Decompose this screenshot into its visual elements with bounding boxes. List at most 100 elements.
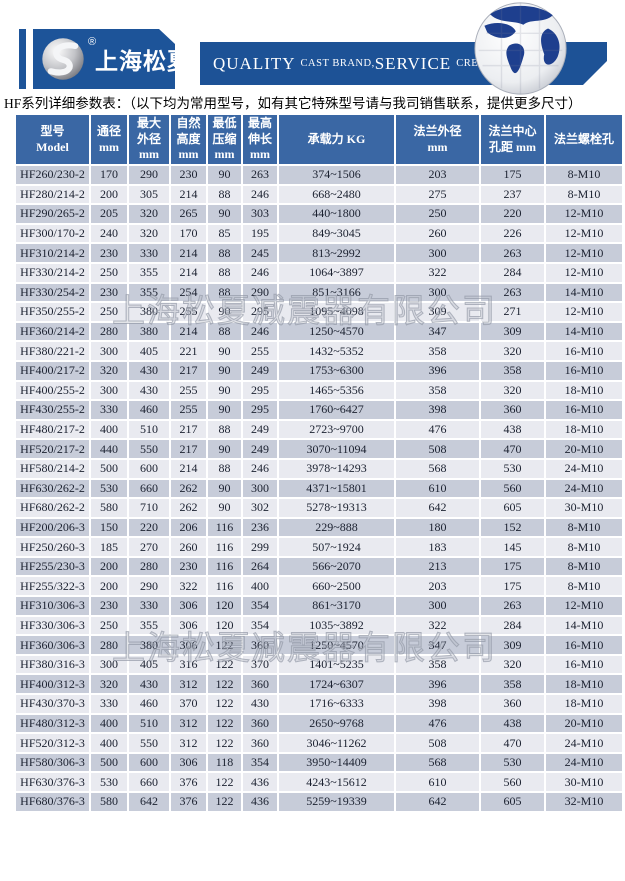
table-cell: 12-M10 xyxy=(544,222,624,245)
table-cell: 4243~15612 xyxy=(277,771,396,793)
table-cell: 440~1800 xyxy=(277,203,396,225)
column-header: 通径 mm xyxy=(89,113,129,166)
table-cell: 396 xyxy=(394,673,481,696)
table-cell: 3978~14293 xyxy=(277,457,396,480)
table-cell: 400 xyxy=(89,712,129,735)
table-cell: 400 xyxy=(241,575,279,598)
table-cell: HF630/376-3 xyxy=(14,771,91,793)
table-cell: HF430/255-2 xyxy=(14,399,91,421)
table-cell: 8-M10 xyxy=(544,516,624,539)
table-cell: 8-M10 xyxy=(544,575,624,598)
table-cell: 270 xyxy=(127,536,171,558)
column-header: 法兰外径 mm xyxy=(394,113,481,166)
table-cell: 1064~3897 xyxy=(277,261,396,284)
table-cell: HF680/376-3 xyxy=(14,791,91,813)
table-cell: 355 xyxy=(127,261,171,284)
table-cell: 600 xyxy=(127,751,171,774)
table-cell: 330 xyxy=(127,242,171,264)
table-cell: 295 xyxy=(241,379,279,402)
table-cell: 220 xyxy=(127,516,171,539)
table-cell: 226 xyxy=(479,222,546,245)
table-cell: HF350/255-2 xyxy=(14,301,91,323)
table-cell: HF380/221-2 xyxy=(14,340,91,362)
table-cell: 320 xyxy=(89,673,129,696)
table-body: HF260/230-2 170 290 230 90 263 374~1506 203 175 8… xyxy=(14,164,624,813)
table-cell: 4371~15801 xyxy=(277,477,396,500)
table-row: HF630/376-3 530 660 376 122 436 4243~15612 610 5… xyxy=(14,771,624,793)
table-cell: 246 xyxy=(241,320,279,343)
table-cell: 312 xyxy=(169,712,208,735)
table-row: HF290/265-2 205 320 265 90 303 440~1800 250 220 1… xyxy=(14,203,624,225)
table-cell: 610 xyxy=(394,771,481,793)
table-cell: 214 xyxy=(169,457,208,480)
table-cell: 660 xyxy=(127,771,171,793)
table-cell: 214 xyxy=(169,183,208,206)
table-row: HF680/376-3 580 642 376 122 436 5259~19339 642 6… xyxy=(14,791,624,813)
table-row: HF580/306-3 500 600 306 118 354 3950~14409 568 5… xyxy=(14,751,624,774)
table-cell: 668~2480 xyxy=(277,183,396,206)
table-cell: 320 xyxy=(479,340,546,362)
table-cell: 436 xyxy=(241,791,279,813)
table-cell: 122 xyxy=(206,732,243,754)
table-cell: 32-M10 xyxy=(544,791,624,813)
table-cell: 660~2500 xyxy=(277,575,396,598)
table-cell: 322 xyxy=(394,261,481,284)
table-cell: 358 xyxy=(394,379,481,402)
table-cell: 88 xyxy=(206,183,243,206)
table-cell: 175 xyxy=(479,164,546,186)
slogan-service: SERVICE xyxy=(374,53,452,73)
table-cell: 90 xyxy=(206,477,243,500)
table-cell: 88 xyxy=(206,242,243,264)
table-cell: 185 xyxy=(89,536,129,558)
table-cell: 175 xyxy=(479,555,546,578)
table-cell: 14-M10 xyxy=(544,614,624,637)
globe-icon xyxy=(474,2,567,95)
table-cell: 284 xyxy=(479,261,546,284)
table-cell: 214 xyxy=(169,261,208,284)
table-row: HF430/370-3 330 460 370 122 430 1716~6333 398 36… xyxy=(14,693,624,715)
table-cell: 290 xyxy=(127,575,171,598)
table-row: HF400/217-2 320 430 217 90 249 1753~6300 396 358… xyxy=(14,359,624,382)
table-cell: 24-M10 xyxy=(544,477,624,500)
table-cell: 560 xyxy=(479,771,546,793)
table-cell: 1760~6427 xyxy=(277,399,396,421)
table-cell: 3950~14409 xyxy=(277,751,396,774)
table-cell: 122 xyxy=(206,693,243,715)
table-cell: HF330/214-2 xyxy=(14,261,91,284)
table-cell: 309 xyxy=(394,301,481,323)
table-cell: HF380/316-3 xyxy=(14,653,91,676)
table-cell: 380 xyxy=(127,301,171,323)
table-cell: 530 xyxy=(479,457,546,480)
table-cell: 400 xyxy=(89,732,129,754)
table-cell: 380 xyxy=(127,320,171,343)
brand-accent-bar xyxy=(19,29,26,89)
table-cell: 460 xyxy=(127,693,171,715)
table-cell: 295 xyxy=(241,301,279,323)
table-cell: 813~2992 xyxy=(277,242,396,264)
table-cell: 1095~4098 xyxy=(277,301,396,323)
table-cell: 508 xyxy=(394,732,481,754)
table-cell: 400 xyxy=(89,418,129,441)
table-cell: 122 xyxy=(206,712,243,735)
table-row: HF400/255-2 300 430 255 90 295 1465~5356 358 320… xyxy=(14,379,624,402)
table-cell: 120 xyxy=(206,614,243,637)
table-cell: 306 xyxy=(169,634,208,656)
table-row: HF380/221-2 300 405 221 90 255 1432~5352 358 320… xyxy=(14,340,624,362)
table-cell: 263 xyxy=(479,281,546,304)
table-cell: HF680/262-2 xyxy=(14,497,91,519)
table-cell: 262 xyxy=(169,497,208,519)
table-cell: 300 xyxy=(89,340,129,362)
table-cell: 376 xyxy=(169,771,208,793)
table-cell: 255 xyxy=(169,301,208,323)
table-cell: 12-M10 xyxy=(544,261,624,284)
table-cell: 260 xyxy=(169,536,208,558)
table-cell: 610 xyxy=(394,477,481,500)
table-cell: HF310/306-3 xyxy=(14,595,91,617)
table-cell: 217 xyxy=(169,418,208,441)
table-cell: 470 xyxy=(479,732,546,754)
table-cell: 347 xyxy=(394,320,481,343)
table-cell: 263 xyxy=(241,164,279,186)
table-cell: 90 xyxy=(206,497,243,519)
table-cell: 280 xyxy=(127,555,171,578)
table-cell: 568 xyxy=(394,751,481,774)
